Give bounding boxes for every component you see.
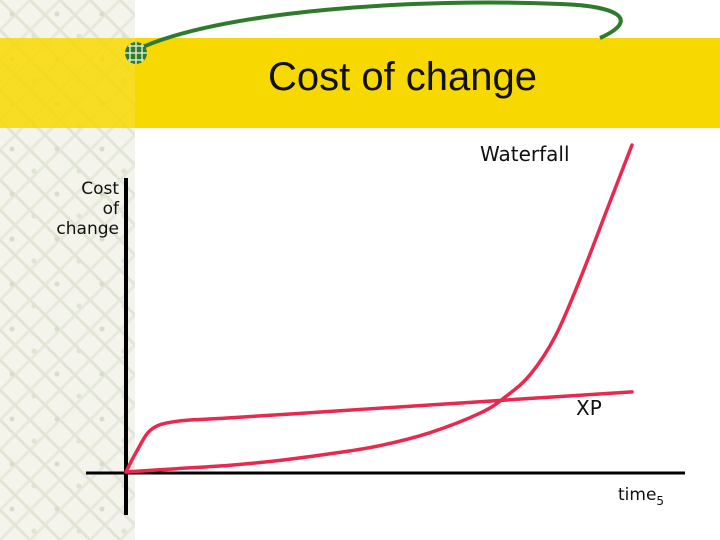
title-band [135, 38, 720, 128]
y-axis-label: Cost of change [9, 179, 119, 239]
series-line-waterfall [124, 143, 634, 474]
series-label-xp: XP [576, 396, 602, 420]
globe-grid-icon [125, 42, 147, 64]
y-axis-label-line: change [56, 219, 119, 239]
page-number: 5 [656, 494, 665, 508]
x-axis-label-text: time [618, 485, 657, 505]
x-axis-label: time5 [618, 485, 665, 508]
title-band-left [0, 38, 135, 128]
slide-title: Cost of change [267, 55, 538, 99]
y-axis-label-line: of [102, 199, 119, 219]
series-label-waterfall: Waterfall [480, 142, 570, 166]
series-line-xp [124, 390, 634, 474]
y-axis-label-line: Cost [81, 179, 119, 199]
swoosh-arc [135, 0, 623, 52]
